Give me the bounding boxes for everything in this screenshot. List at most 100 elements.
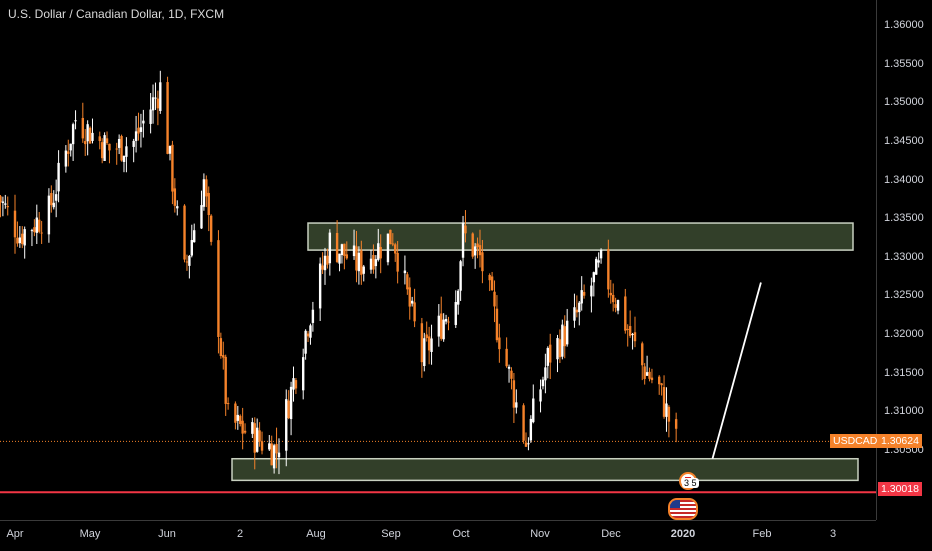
candle-body bbox=[54, 194, 58, 201]
candle-body bbox=[120, 136, 123, 161]
candle-body bbox=[532, 398, 535, 423]
candle-body bbox=[430, 338, 433, 352]
candle-body bbox=[408, 287, 411, 307]
candle-body bbox=[224, 356, 227, 404]
candle-body bbox=[318, 263, 322, 309]
candle-body bbox=[597, 260, 600, 263]
price-tick-label: 1.32000 bbox=[884, 328, 924, 341]
time-tick-label: Dec bbox=[601, 528, 621, 540]
candle-body bbox=[425, 334, 428, 339]
time-tick-label: 3 bbox=[829, 528, 837, 540]
candle-body bbox=[539, 389, 542, 402]
candle-body bbox=[558, 339, 562, 358]
time-tick-label: 2020 bbox=[670, 528, 696, 540]
candle-body bbox=[219, 338, 223, 357]
candle-body bbox=[193, 230, 196, 243]
candle-body bbox=[328, 232, 332, 264]
candle-body bbox=[105, 138, 109, 144]
projection-line bbox=[711, 282, 762, 459]
candle-body bbox=[137, 127, 140, 134]
candle-body bbox=[541, 379, 545, 387]
candle-body bbox=[6, 206, 9, 208]
price-tick-label: 1.32500 bbox=[884, 289, 924, 302]
price-tick-label: 1.36000 bbox=[884, 19, 924, 31]
candle-body bbox=[648, 371, 651, 379]
candle-body bbox=[132, 140, 135, 147]
candle-body bbox=[590, 285, 593, 297]
candle-body bbox=[323, 255, 327, 271]
candle-body bbox=[369, 258, 373, 270]
candle-body bbox=[660, 383, 663, 386]
chart-title: U.S. Dollar / Canadian Dollar, 1D, FXCM bbox=[8, 7, 225, 21]
candle-body bbox=[515, 402, 518, 408]
candle-body bbox=[4, 203, 7, 205]
candle-body bbox=[0, 196, 2, 203]
candle-body bbox=[222, 355, 225, 358]
candle-body bbox=[258, 430, 261, 442]
support-zone bbox=[231, 457, 859, 482]
support-price-label: 1.30018 bbox=[878, 482, 922, 496]
candle-body bbox=[575, 309, 579, 313]
candle-body bbox=[394, 244, 397, 254]
candle-body bbox=[13, 210, 17, 238]
candle-body bbox=[582, 292, 586, 296]
candle-body bbox=[493, 291, 496, 307]
candle-body bbox=[81, 117, 85, 139]
candle-body bbox=[481, 252, 484, 272]
candle-body bbox=[437, 315, 441, 337]
time-tick-label: Sep bbox=[381, 528, 401, 540]
candle-body bbox=[643, 366, 646, 379]
candle-body bbox=[628, 326, 632, 336]
candle-body bbox=[234, 403, 237, 423]
candle-body bbox=[91, 132, 94, 141]
candle-body bbox=[149, 109, 152, 124]
candle-body bbox=[270, 443, 273, 466]
us-flag-icon[interactable] bbox=[668, 498, 698, 520]
price-axis[interactable] bbox=[876, 0, 932, 520]
last-price-label: 1.30624 bbox=[878, 434, 922, 448]
candle-body bbox=[665, 403, 668, 417]
time-tick-label: 2 bbox=[236, 528, 244, 540]
candle-body bbox=[410, 300, 414, 304]
candle-body bbox=[505, 348, 508, 367]
time-tick-label: Aug bbox=[306, 528, 326, 540]
candle-body bbox=[473, 246, 477, 256]
candle-body bbox=[403, 270, 407, 274]
candle-body bbox=[335, 232, 339, 262]
candle-body bbox=[285, 399, 288, 451]
symbol-label: USDCAD bbox=[830, 434, 881, 448]
candle-body bbox=[166, 82, 169, 154]
candle-body bbox=[159, 82, 162, 111]
candle-body bbox=[301, 357, 305, 391]
candle-body bbox=[459, 261, 462, 291]
candle-body bbox=[561, 324, 564, 357]
candle-body bbox=[522, 405, 525, 441]
candle-body bbox=[16, 237, 19, 244]
candle-body bbox=[423, 338, 426, 367]
candle-body bbox=[573, 307, 576, 321]
candle-body bbox=[374, 259, 378, 267]
candle-body bbox=[326, 255, 329, 265]
candle-body bbox=[580, 290, 583, 304]
candle-body bbox=[35, 217, 38, 233]
candle-body bbox=[592, 272, 596, 283]
candle-body bbox=[338, 253, 341, 264]
candle-body bbox=[595, 258, 598, 275]
candle-body bbox=[200, 205, 203, 229]
candle-body bbox=[202, 179, 206, 207]
price-plot[interactable] bbox=[0, 0, 876, 520]
time-axis[interactable] bbox=[0, 520, 876, 551]
candle-body bbox=[658, 376, 661, 385]
candle-body bbox=[563, 326, 566, 347]
candle-body bbox=[1, 201, 5, 203]
candle-body bbox=[488, 274, 491, 281]
time-tick-label: Feb bbox=[752, 528, 772, 540]
candle-body bbox=[255, 427, 259, 452]
price-tick-label: 1.35000 bbox=[884, 96, 924, 109]
time-tick-label: Jun bbox=[158, 528, 176, 540]
resistance-zone bbox=[307, 222, 854, 251]
candle-body bbox=[188, 255, 191, 266]
event-count-badge: 3 5 bbox=[682, 478, 699, 488]
price-tick-label: 1.35500 bbox=[884, 57, 924, 70]
